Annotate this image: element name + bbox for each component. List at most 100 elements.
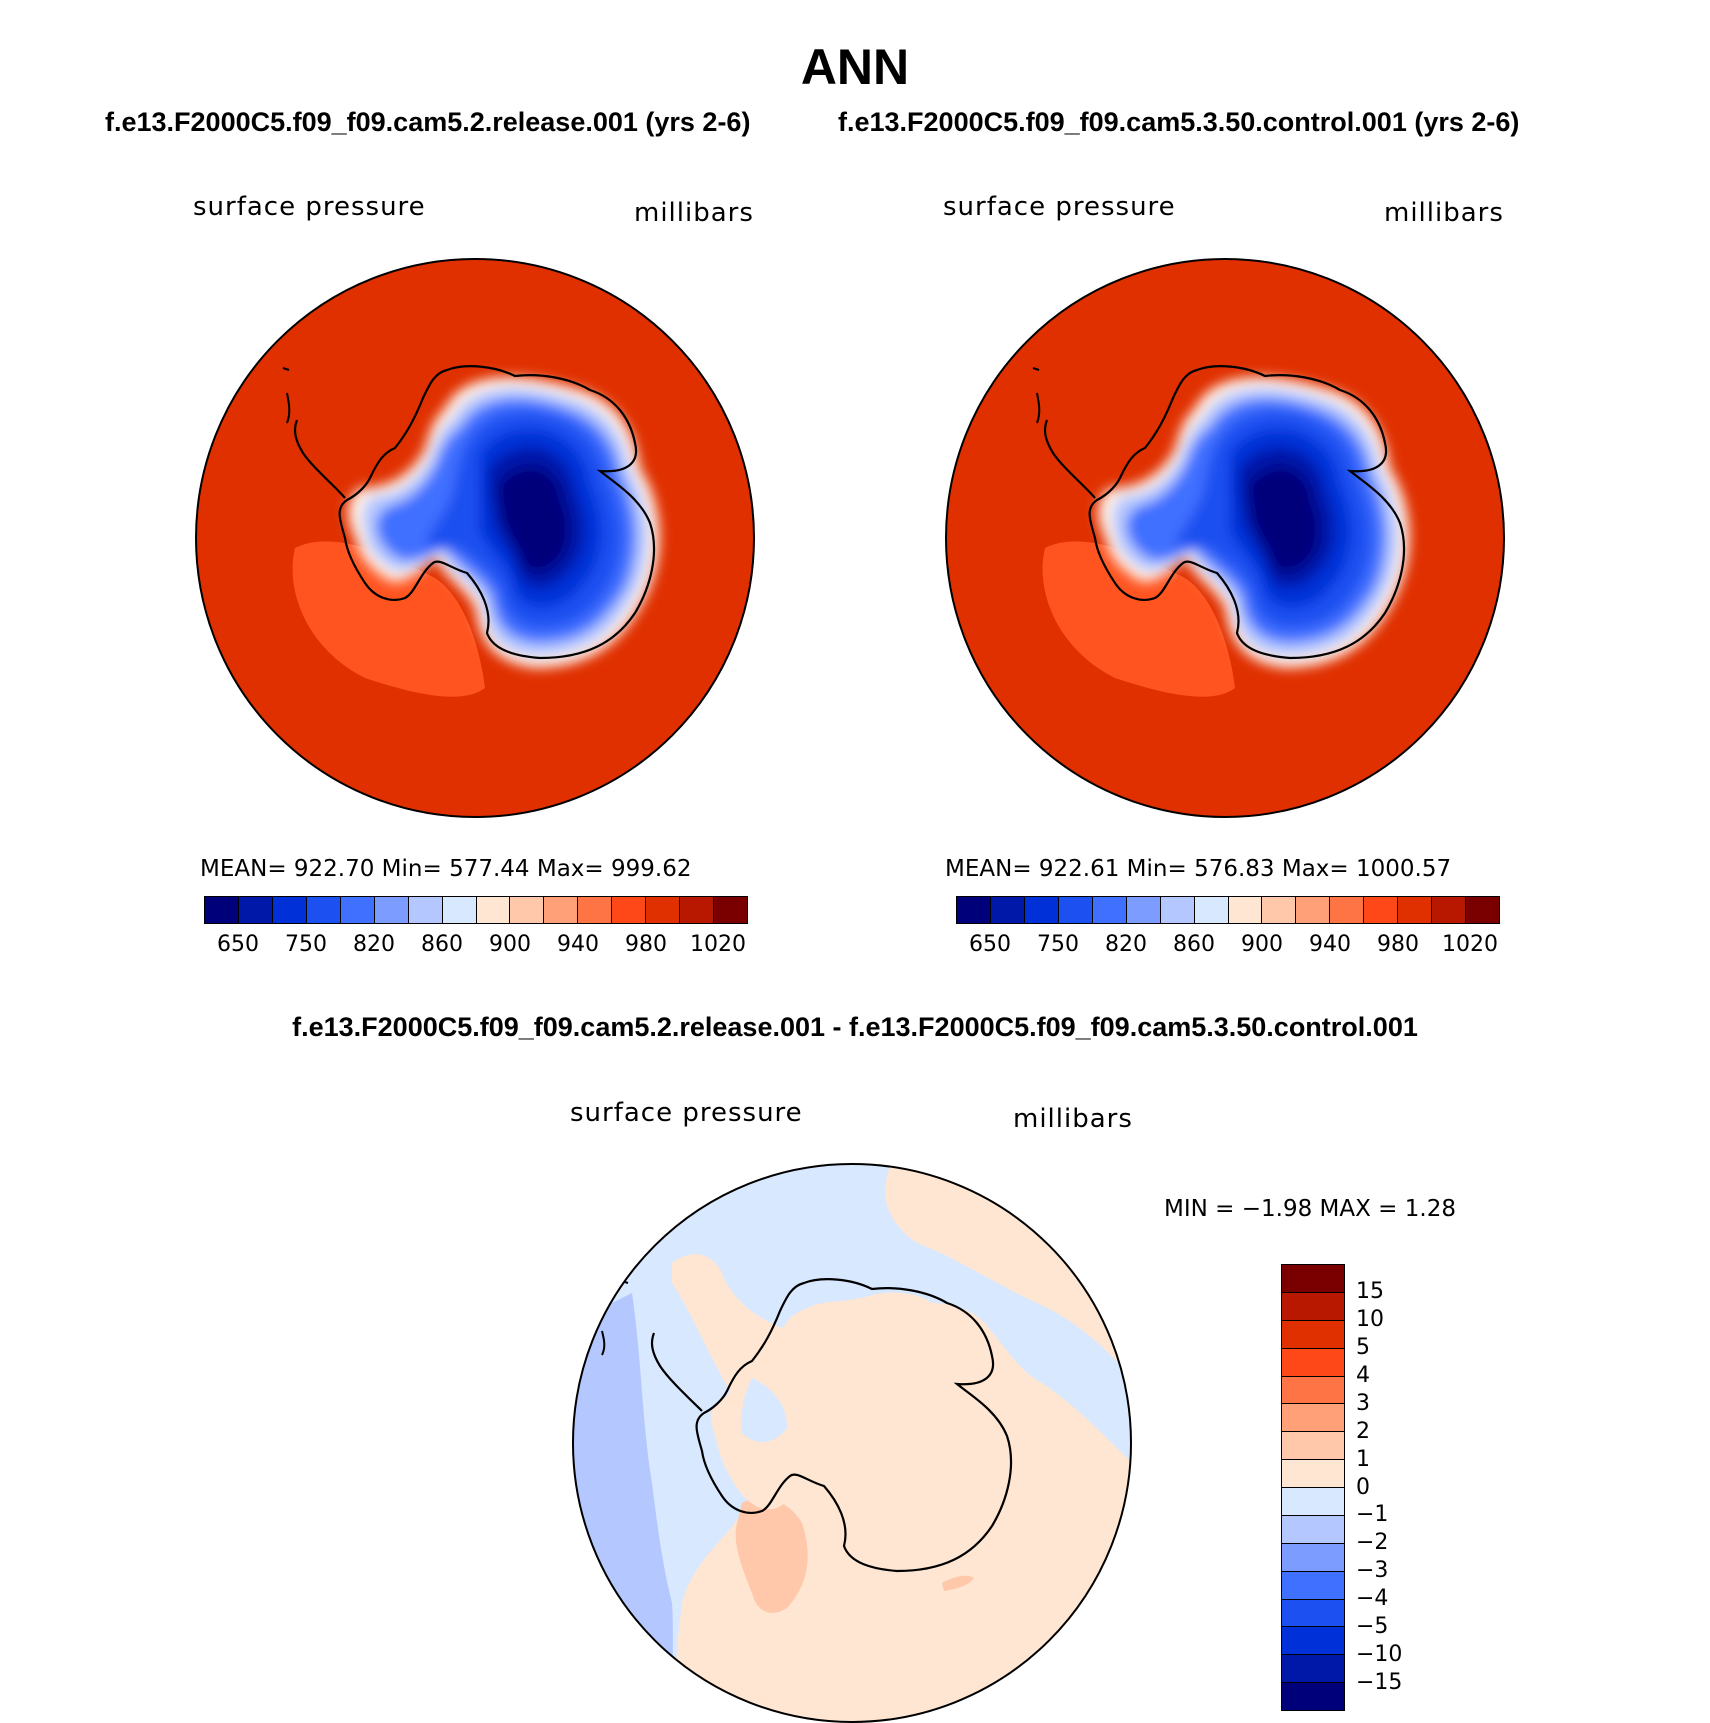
colorbar-swatch — [1282, 1515, 1344, 1544]
colorbar-tick-label: −4 — [1356, 1586, 1389, 1612]
colorbar-tick-label: −10 — [1356, 1642, 1403, 1668]
colorbar-swatch — [1194, 897, 1229, 923]
map-boundary — [195, 258, 755, 818]
colorbar-swatch — [1126, 897, 1161, 923]
colorbar-tick-label: 1020 — [1442, 932, 1498, 957]
colorbar-tick-label: −2 — [1356, 1530, 1389, 1556]
diff-stats: MIN = −1.98 MAX = 1.28 — [1164, 1196, 1456, 1222]
colorbar-swatch — [408, 897, 443, 923]
antarctica-coastline — [338, 365, 656, 660]
colorbar-swatch — [1282, 1320, 1344, 1349]
colorbar-tick-label: 1020 — [690, 932, 746, 957]
colorbar-swatch — [990, 897, 1025, 923]
colorbar-tick-label: 940 — [1309, 932, 1351, 957]
colorbar-swatch — [680, 897, 715, 923]
colorbar-swatch — [272, 897, 307, 923]
colorbar-tick-label: 980 — [1377, 932, 1419, 957]
panel1-stats: MEAN= 922.70 Min= 577.44 Max= 999.62 — [200, 856, 692, 882]
map-boundary — [945, 258, 1505, 818]
colorbar-tick-label: 860 — [421, 932, 463, 957]
panel-title-right: f.e13.F2000C5.f09_f09.cam5.3.50.control.… — [838, 107, 1520, 137]
colorbar-tick-label: 900 — [489, 932, 531, 957]
colorbar-swatch — [1282, 1627, 1344, 1656]
colorbar-tick-label: −5 — [1356, 1614, 1389, 1640]
ross-sea-region — [1042, 541, 1235, 697]
weddell-negative-region — [741, 1378, 787, 1443]
colorbar-tick-label: 4 — [1356, 1362, 1370, 1388]
colorbar-swatch — [1282, 1404, 1344, 1433]
peninsula-coastline — [1043, 419, 1096, 499]
colorbar-swatch — [1282, 1655, 1344, 1684]
colorbar-tick-label: −3 — [1356, 1558, 1389, 1584]
diff-units-label: millibars — [1013, 1104, 1133, 1134]
colorbar-swatch — [1432, 897, 1467, 923]
colorbar-tick-label: 980 — [625, 932, 667, 957]
diff-title: f.e13.F2000C5.f09_f09.cam5.2.release.001… — [292, 1012, 1418, 1042]
colorbar-tick-label: 5 — [1356, 1334, 1370, 1360]
colorbar-swatch — [612, 897, 647, 923]
colorbar-swatch — [1282, 1683, 1344, 1710]
colorbar-swatch — [476, 897, 511, 923]
panel2-colorbar — [956, 896, 1500, 924]
colorbar-swatch — [340, 897, 375, 923]
colorbar-swatch — [1282, 1292, 1344, 1321]
positive-anomaly-small — [942, 1575, 974, 1591]
colorbar-swatch — [1282, 1376, 1344, 1405]
panel2-variable-label: surface pressure — [943, 192, 1176, 222]
colorbar-tick-label: 2 — [1356, 1418, 1370, 1444]
colorbar-swatch — [374, 897, 409, 923]
colorbar-tick-label: 750 — [285, 932, 327, 957]
colorbar-swatch — [306, 897, 341, 923]
continent-region — [711, 1292, 1004, 1557]
colorbar-tick-label: 650 — [217, 932, 259, 957]
island-outline — [1036, 392, 1041, 424]
colorbar-swatch — [205, 897, 239, 923]
colorbar-swatch — [1282, 1543, 1344, 1572]
colorbar-tick-label: 0 — [1356, 1474, 1370, 1500]
island-outline — [601, 1330, 606, 1356]
panel1-polar-map — [195, 258, 755, 818]
colorbar-swatch — [1282, 1488, 1344, 1516]
colorbar-swatch — [957, 897, 991, 923]
colorbar-swatch — [442, 897, 477, 923]
panel1-colorbar — [204, 896, 748, 924]
diff-colorbar — [1281, 1264, 1345, 1711]
colorbar-swatch — [1160, 897, 1195, 923]
island-outline — [286, 392, 291, 424]
colorbar-swatch — [1228, 897, 1263, 923]
positive-anomaly — [735, 1498, 808, 1613]
island-outline — [282, 367, 290, 371]
colorbar-tick-label: 820 — [1105, 932, 1147, 957]
figure-title: ANN — [800, 39, 910, 95]
colorbar-tick-label: 750 — [1037, 932, 1079, 957]
colorbar-tick-label: 15 — [1356, 1278, 1384, 1304]
colorbar-swatch — [1296, 897, 1331, 923]
colorbar-tick-label: 820 — [353, 932, 395, 957]
antarctica-coastline — [1088, 365, 1406, 660]
panel2-polar-map — [945, 258, 1505, 818]
negative-region — [573, 1164, 1131, 1722]
colorbar-swatch — [1092, 897, 1127, 923]
colorbar-swatch — [578, 897, 613, 923]
colorbar-swatch — [544, 897, 579, 923]
colorbar-tick-label: −1 — [1356, 1502, 1389, 1528]
colorbar-swatch — [1058, 897, 1093, 923]
panel2-stats: MEAN= 922.61 Min= 576.83 Max= 1000.57 — [945, 856, 1452, 882]
colorbar-swatch — [1282, 1599, 1344, 1628]
colorbar-tick-label: 10 — [1356, 1306, 1384, 1332]
panel2-units-label: millibars — [1384, 198, 1504, 228]
colorbar-swatch — [1282, 1571, 1344, 1600]
colorbar-swatch — [1466, 897, 1499, 923]
colorbar-tick-label: 900 — [1241, 932, 1283, 957]
colorbar-swatch — [238, 897, 273, 923]
colorbar-tick-label: 650 — [969, 932, 1011, 957]
island-outline — [1032, 367, 1040, 371]
panel-title-left: f.e13.F2000C5.f09_f09.cam5.2.release.001… — [105, 107, 751, 137]
panel1-variable-label: surface pressure — [193, 192, 426, 222]
colorbar-swatch — [1262, 897, 1297, 923]
colorbar-tick-label: 3 — [1356, 1390, 1370, 1416]
colorbar-tick-label: 940 — [557, 932, 599, 957]
peninsula-coastline — [293, 419, 346, 499]
colorbar-swatch — [510, 897, 545, 923]
colorbar-tick-label: 860 — [1173, 932, 1215, 957]
